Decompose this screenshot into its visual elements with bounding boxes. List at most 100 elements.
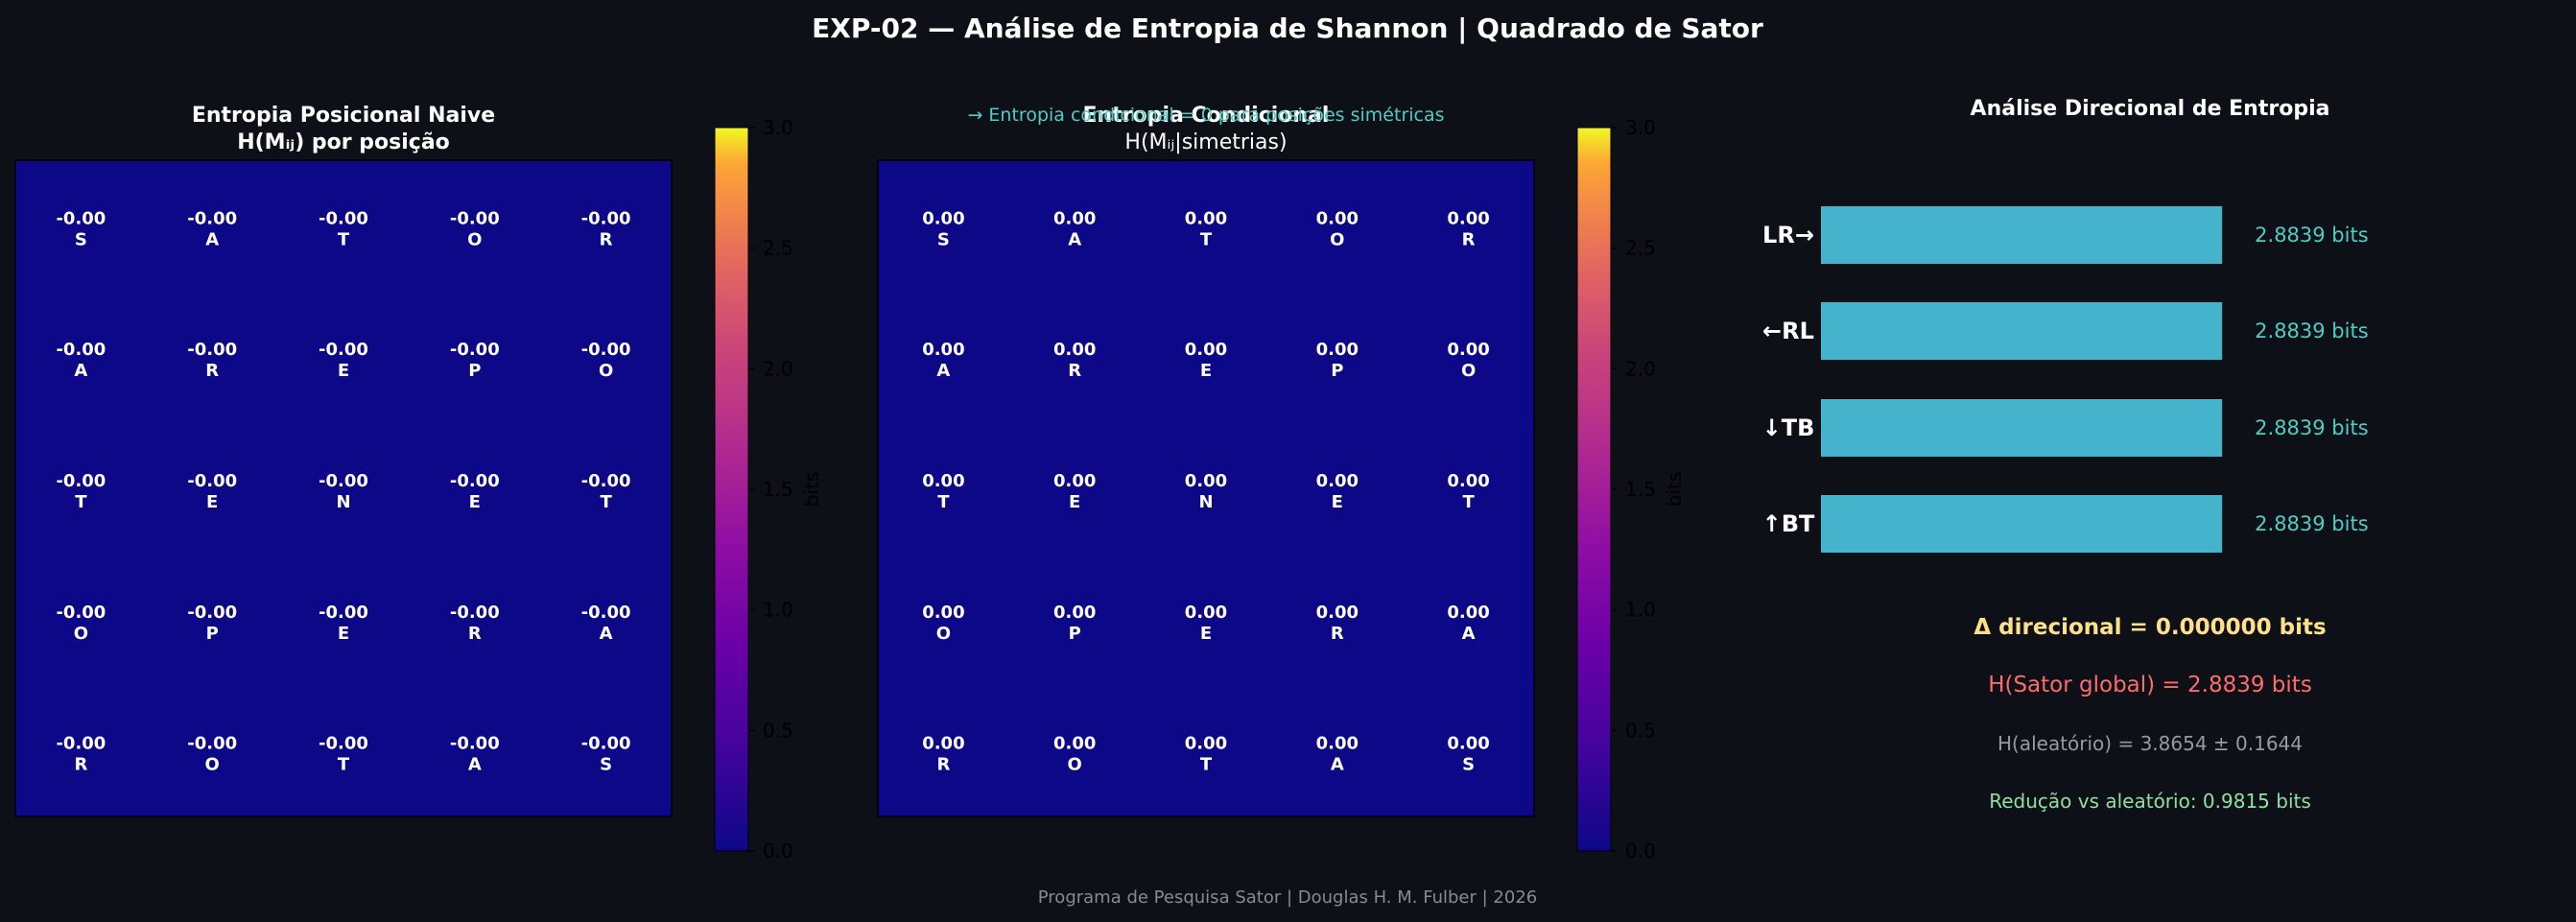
cell-letter-label: R — [936, 755, 950, 775]
naive-colorbar-label: bits — [800, 472, 823, 508]
conditional-colorbar-gradient — [1576, 127, 1612, 852]
heatmap-cell — [1403, 422, 1535, 555]
cell-letter-label: N — [336, 492, 350, 512]
cell-letter-label: O — [205, 755, 220, 775]
cell-value-label: -0.00 — [450, 471, 500, 491]
heatmap-cell — [15, 685, 148, 817]
random-entropy-annotation: H(aleatório) = 3.8654 ± 0.1644 — [1997, 732, 2303, 755]
colorbar-tick-label: 2.0 — [763, 357, 793, 380]
heatmap-cell — [409, 554, 541, 686]
cell-letter-label: E — [1332, 492, 1343, 512]
heatmap-cell — [1008, 160, 1142, 293]
cell-letter-label: E — [338, 624, 349, 644]
heatmap-cell — [15, 422, 148, 555]
heatmap-cell — [409, 160, 541, 293]
naive-heatmap-frame — [14, 159, 673, 817]
cell-letter-label: A — [74, 361, 87, 381]
cell-letter-label: S — [1462, 755, 1475, 775]
cell-letter-label: E — [1069, 492, 1080, 512]
cell-value-label: -0.00 — [581, 603, 631, 623]
cell-letter-label: T — [1200, 755, 1213, 775]
colorbar-tick-label: 0.5 — [1625, 719, 1656, 742]
colorbar-tick-label: 1.0 — [1625, 599, 1656, 622]
direction-category-label: LR→ — [1762, 222, 1814, 248]
cell-letter-label: O — [599, 361, 613, 381]
cell-value-label: 0.00 — [1316, 734, 1359, 754]
cell-value-label: -0.00 — [187, 208, 237, 228]
cell-value-label: -0.00 — [581, 734, 631, 754]
cell-value-label: 0.00 — [922, 603, 964, 623]
cell-value-label: 0.00 — [1185, 208, 1227, 228]
heatmap-cell — [1008, 685, 1142, 817]
cell-letter-label: R — [1068, 361, 1081, 381]
heatmap-cell — [1008, 422, 1142, 555]
cell-value-label: 0.00 — [1447, 471, 1489, 491]
cell-value-label: -0.00 — [450, 340, 500, 360]
heatmap-cell — [1140, 554, 1272, 686]
heatmap-cell — [409, 291, 541, 424]
direction-bar — [1821, 302, 2223, 360]
cell-value-label: -0.00 — [581, 208, 631, 228]
cell-letter-label: N — [1198, 492, 1213, 512]
heatmap-cell — [146, 554, 279, 686]
direction-value-label: 2.8839 bits — [2255, 319, 2369, 343]
heatmap-cell — [277, 422, 410, 555]
conditional-colorbar-ticks: 0.0 0.5 1.0 1.5 2.0 2.5 3.0 — [1611, 116, 1656, 863]
cell-value-label: 0.00 — [922, 471, 964, 491]
heatmap-cell — [277, 554, 410, 686]
cell-letter-label: A — [1462, 624, 1476, 644]
heatmap-cell — [540, 422, 673, 555]
cell-value-label: 0.00 — [1053, 340, 1096, 360]
cell-value-label: -0.00 — [319, 734, 368, 754]
cell-letter-label: A — [468, 755, 482, 775]
cell-value-label: -0.00 — [319, 471, 368, 491]
directional-entropy-panel: Análise Direcional de Entropia LR→ 2.8839… — [1762, 97, 2369, 813]
heatmap-cell — [409, 685, 541, 817]
colorbar-tick-label: 1.0 — [763, 599, 793, 622]
cell-value-label: 0.00 — [922, 208, 964, 228]
cell-letter-label: A — [600, 624, 613, 644]
cell-letter-label: S — [600, 755, 612, 775]
cell-value-label: -0.00 — [450, 734, 500, 754]
cell-letter-label: T — [338, 229, 350, 249]
heatmap-cell — [1271, 422, 1404, 555]
cell-value-label: 0.00 — [1316, 340, 1359, 360]
cell-value-label: 0.00 — [1185, 603, 1227, 623]
cell-letter-label: A — [936, 361, 950, 381]
heatmap-cell — [409, 422, 541, 555]
cell-letter-label: A — [205, 229, 219, 249]
heatmap-cell — [540, 554, 673, 686]
conditional-colorbar-label: bits — [1663, 472, 1686, 508]
figure-footer: Programa de Pesquisa Sator | Douglas H. … — [1038, 887, 1537, 908]
heatmap-cell — [1403, 685, 1535, 817]
conditional-heatmap-subtitle: H(Mᵢⱼ|simetrias) — [1124, 130, 1287, 154]
heatmap-cell — [1008, 291, 1142, 424]
conditional-entropy-heatmap-panel: Entropia Condicional H(Mᵢⱼ|simetrias) → … — [877, 104, 1686, 863]
heatmap-cell — [15, 554, 148, 686]
heatmap-cell — [1403, 291, 1535, 424]
cell-value-label: -0.00 — [56, 208, 106, 228]
conditional-heatmap-cells: 0.00S0.00A0.00T0.00O0.00R0.00A0.00R0.00E… — [878, 160, 1535, 817]
cell-letter-label: R — [1462, 229, 1476, 249]
direction-value-label: 2.8839 bits — [2255, 512, 2369, 535]
colorbar-tick-label: 1.5 — [1625, 478, 1656, 501]
cell-letter-label: S — [75, 229, 87, 249]
heatmap-cell — [15, 160, 148, 293]
cell-value-label: 0.00 — [1053, 734, 1096, 754]
cell-letter-label: S — [937, 229, 950, 249]
direction-value-label: 2.8839 bits — [2255, 416, 2369, 439]
colorbar-tick-label: 0.0 — [1625, 839, 1656, 863]
cell-value-label: -0.00 — [56, 603, 106, 623]
heatmap-cell — [1403, 554, 1535, 686]
cell-letter-label: O — [467, 229, 482, 249]
cell-value-label: 0.00 — [1316, 603, 1359, 623]
directional-delta-annotation: Δ direcional = 0.000000 bits — [1973, 615, 2326, 640]
colorbar-tick-label: 2.5 — [1625, 237, 1656, 260]
colorbar-tick-label: 1.5 — [763, 478, 793, 501]
direction-bar — [1821, 206, 2223, 264]
cell-value-label: -0.00 — [581, 471, 631, 491]
cell-value-label: 0.00 — [1447, 340, 1489, 360]
heatmap-cell — [15, 291, 148, 424]
heatmap-cell — [146, 291, 279, 424]
cell-value-label: -0.00 — [187, 603, 237, 623]
